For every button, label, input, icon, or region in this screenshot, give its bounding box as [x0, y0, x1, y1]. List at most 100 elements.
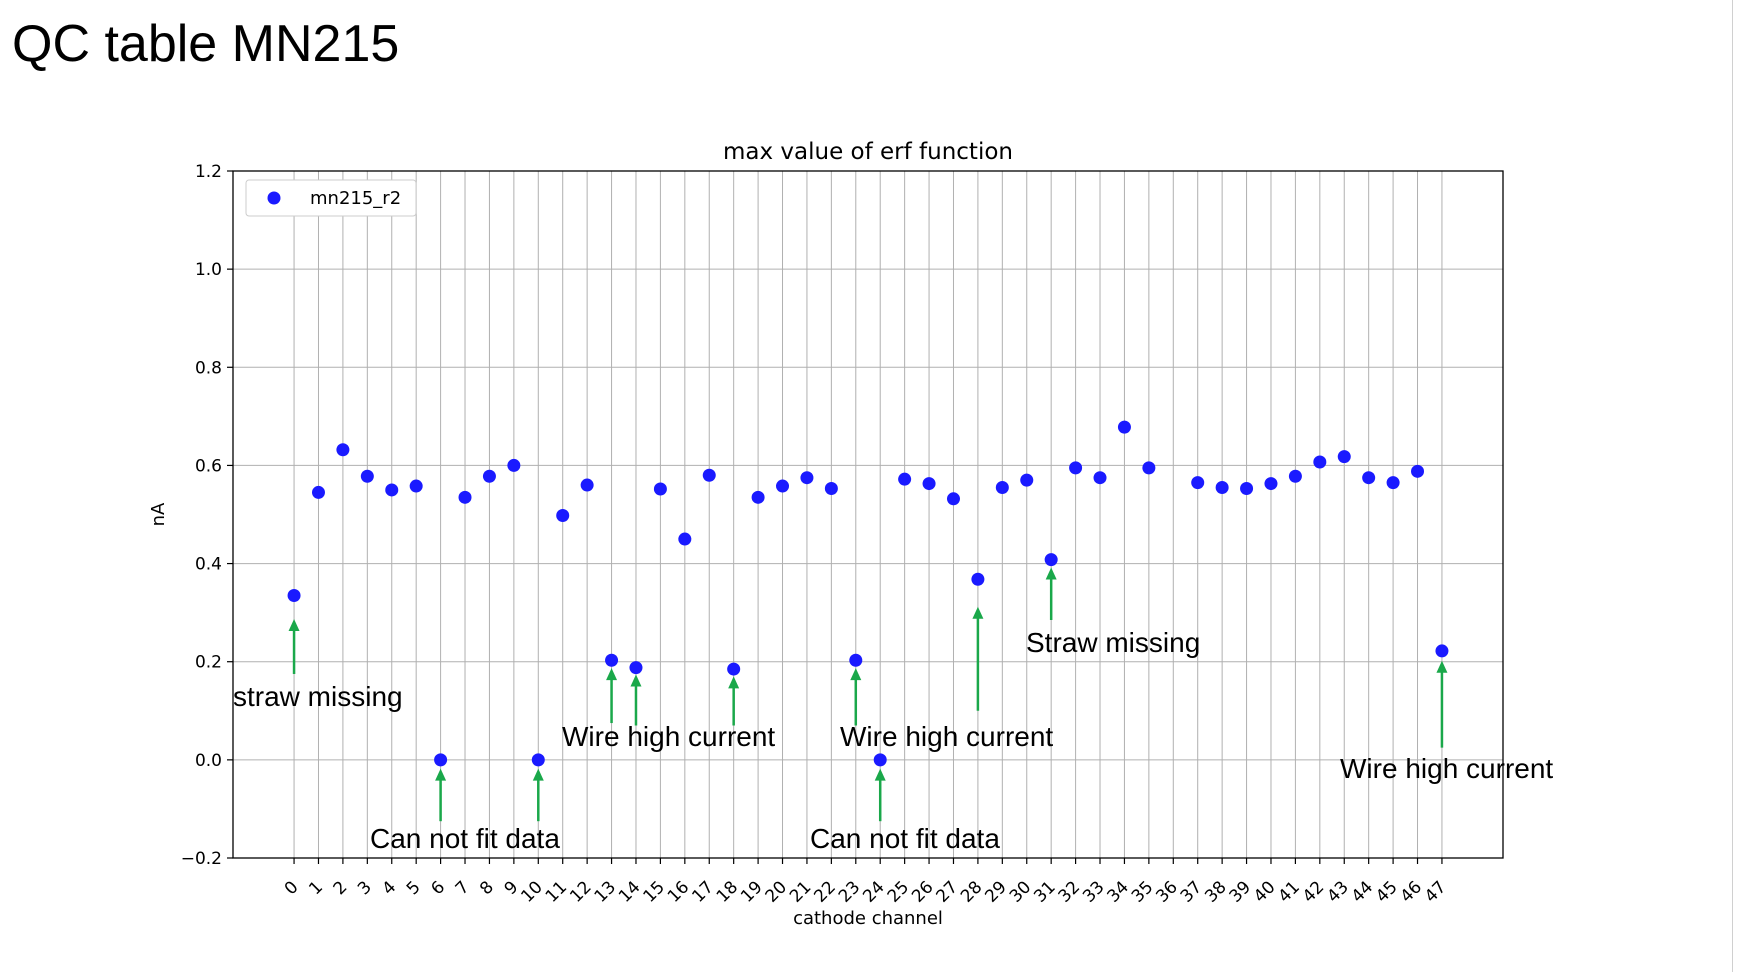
x-axis-label: cathode channel	[793, 908, 943, 929]
x-tick-label: 0	[281, 877, 303, 899]
data-point	[873, 753, 887, 767]
data-point	[1288, 469, 1302, 483]
data-point	[629, 661, 643, 675]
data-point	[1313, 455, 1327, 469]
x-tick-label: 6	[427, 877, 449, 899]
data-point	[482, 469, 496, 483]
annotation-label: Can not fit data	[370, 823, 560, 854]
data-point	[995, 481, 1009, 495]
annotation-arrow-head	[728, 676, 740, 689]
annotation-label: Straw missing	[1026, 627, 1200, 658]
legend: mn215_r2	[245, 179, 417, 217]
slide-edge	[1732, 0, 1733, 972]
x-tick-label: 47	[1421, 877, 1450, 906]
data-point	[1362, 471, 1376, 485]
data-point	[653, 482, 667, 496]
annotation-label: straw missing	[233, 681, 403, 712]
data-point	[1386, 476, 1400, 490]
y-tick-label: 0.2	[195, 653, 222, 673]
data-point	[946, 492, 960, 506]
x-tick-label: 1	[305, 877, 327, 899]
data-point	[311, 485, 325, 499]
annotation-arrow-head	[874, 768, 886, 781]
annotation-label: Wire high current	[840, 721, 1053, 752]
annotation-arrow-head	[1045, 567, 1057, 580]
y-tick-label: 0.8	[195, 358, 222, 378]
y-tick-label: 1.2	[195, 162, 222, 182]
data-point	[849, 653, 863, 667]
data-point	[556, 508, 570, 522]
data-point	[409, 479, 423, 493]
data-point	[751, 490, 765, 504]
y-tick-label: 1.0	[195, 260, 222, 280]
x-axis-ticks: 0 1 2 3 4 5 6 7 8 9101112131415161718192021222324…	[281, 858, 1450, 907]
annotation-label: Wire high current	[562, 721, 775, 752]
data-point	[971, 572, 985, 586]
annotation-arrow-head	[532, 768, 544, 781]
data-point	[605, 653, 619, 667]
data-point	[1020, 473, 1034, 487]
y-tick-label: −0.2	[181, 849, 222, 869]
plot-area-frame	[232, 170, 1504, 859]
y-tick-label: 0.4	[195, 555, 222, 575]
legend-box	[245, 179, 417, 217]
annotation-arrow-head	[850, 668, 862, 681]
data-point	[336, 443, 350, 457]
data-point	[385, 483, 399, 497]
x-tick-label: 8	[476, 877, 498, 899]
data-point	[1215, 481, 1229, 495]
y-tick-label: 0.0	[195, 751, 222, 771]
data-point	[360, 469, 374, 483]
chart-title: max value of erf function	[723, 139, 1013, 165]
x-tick-label: 5	[403, 877, 425, 899]
data-point	[1093, 471, 1107, 485]
data-point	[1191, 476, 1205, 490]
annotation-label: Can not fit data	[810, 823, 1000, 854]
y-axis-label: nA	[148, 502, 169, 526]
data-point	[287, 588, 301, 602]
data-point	[1069, 461, 1083, 475]
data-point	[1044, 553, 1058, 567]
data-point	[458, 490, 472, 504]
data-point	[1264, 477, 1278, 491]
data-point	[898, 472, 912, 486]
data-point	[922, 477, 936, 491]
annotations: straw missing Can not fit data Wire high c…	[233, 627, 1553, 854]
annotation-arrows	[288, 567, 1448, 822]
data-point	[531, 753, 545, 767]
annotation-arrow-head	[1436, 660, 1448, 673]
x-tick-label: 2	[330, 877, 352, 899]
annotation-arrow-head	[606, 668, 618, 681]
annotation-arrow-head	[288, 619, 300, 632]
data-point	[434, 753, 448, 767]
legend-marker	[267, 191, 281, 205]
data-points	[287, 420, 1449, 767]
data-point	[580, 478, 594, 492]
annotation-arrow-head	[972, 606, 984, 619]
y-tick-label: 0.6	[195, 456, 222, 476]
data-point	[824, 481, 838, 495]
data-point	[1240, 481, 1254, 495]
data-point	[800, 471, 814, 485]
slide-title: QC table MN215	[12, 15, 400, 73]
data-point	[1411, 464, 1425, 478]
data-point	[1117, 420, 1131, 434]
grid-lines	[233, 170, 1503, 859]
annotation-arrow-head	[630, 674, 642, 687]
data-point	[727, 662, 741, 676]
data-point	[702, 468, 716, 482]
y-axis-ticks: −0.2 0.0 0.2 0.4 0.6 0.8 1.0 1.2	[181, 162, 233, 869]
data-point	[776, 479, 790, 493]
x-tick-label: 7	[452, 877, 474, 899]
annotation-label: Wire high current	[1340, 753, 1553, 784]
annotation-arrow-head	[435, 768, 447, 781]
x-tick-label: 9	[501, 877, 523, 899]
data-point	[1337, 450, 1351, 464]
x-tick-label: 4	[378, 877, 400, 899]
data-point	[1435, 644, 1449, 658]
data-point	[678, 532, 692, 546]
x-tick-label: 3	[354, 877, 376, 899]
legend-entry-label: mn215_r2	[310, 188, 401, 209]
data-point	[1142, 461, 1156, 475]
